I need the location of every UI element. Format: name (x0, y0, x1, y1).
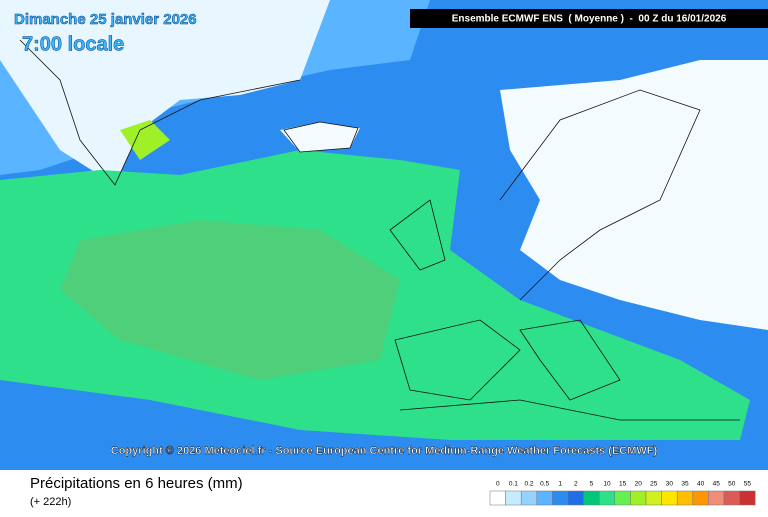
legend-label: 30 (666, 481, 674, 488)
footer-subtitle: (+ 222h) (30, 496, 71, 508)
coastlines (19, 39, 740, 421)
legend-swatch (676, 490, 694, 506)
legend-swatch (739, 490, 756, 506)
legend-label: 20 (635, 481, 643, 488)
iceland (280, 122, 360, 152)
legend-swatch (536, 490, 553, 506)
legend-label: 25 (650, 481, 658, 488)
legend-label: 10 (603, 481, 611, 488)
legend-swatch (489, 490, 506, 506)
legend-swatch (708, 490, 725, 506)
legend-label: 40 (697, 481, 705, 488)
legend-label: 1 (558, 481, 562, 488)
legend: 0 0.1 0.2 0.5 1 2 5 10 15 20 25 30 35 40 45 50 55 (489, 481, 756, 506)
legend-label: 0.1 (509, 481, 518, 488)
heavier-precip (60, 220, 400, 380)
legend-swatch (583, 490, 600, 506)
legend-label: 45 (713, 481, 721, 488)
time: 7:00 locale (22, 33, 124, 55)
legend-label: 50 (728, 481, 736, 488)
copyright: Copyright © 2026 Meteociel.fr - Source E… (111, 445, 658, 457)
legend-label: 15 (619, 481, 627, 488)
legend-label: 2 (574, 481, 578, 488)
legend-swatch (552, 490, 569, 506)
legend-swatch (661, 490, 678, 506)
legend-swatch (723, 490, 740, 506)
europe-dry (500, 60, 768, 330)
legend-swatch (598, 490, 616, 506)
greenland (0, 0, 330, 185)
legend-swatch (614, 490, 631, 506)
peak-precip (120, 120, 170, 160)
legend-swatch (567, 490, 584, 506)
legend-label: 55 (744, 481, 752, 488)
legend-label: 0 (496, 481, 500, 488)
footer-title: Précipitations en 6 heures (mm) (30, 475, 243, 492)
legend-label: 0.2 (524, 481, 533, 488)
legend-swatch (505, 490, 522, 506)
model-box (410, 9, 768, 28)
legend-label: 35 (681, 481, 689, 488)
legend-label: 0.5 (540, 481, 549, 488)
legend-swatch (645, 490, 662, 506)
legend-swatch (630, 490, 647, 506)
legend-swatch (692, 490, 709, 506)
legend-label: 5 (590, 481, 594, 488)
model: Ensemble ECMWF ENS ( Moyenne ) - 00 Z du… (452, 14, 727, 25)
date: Dimanche 25 janvier 2026 (14, 11, 197, 28)
map (0, 0, 768, 470)
legend-swatch (520, 490, 538, 506)
